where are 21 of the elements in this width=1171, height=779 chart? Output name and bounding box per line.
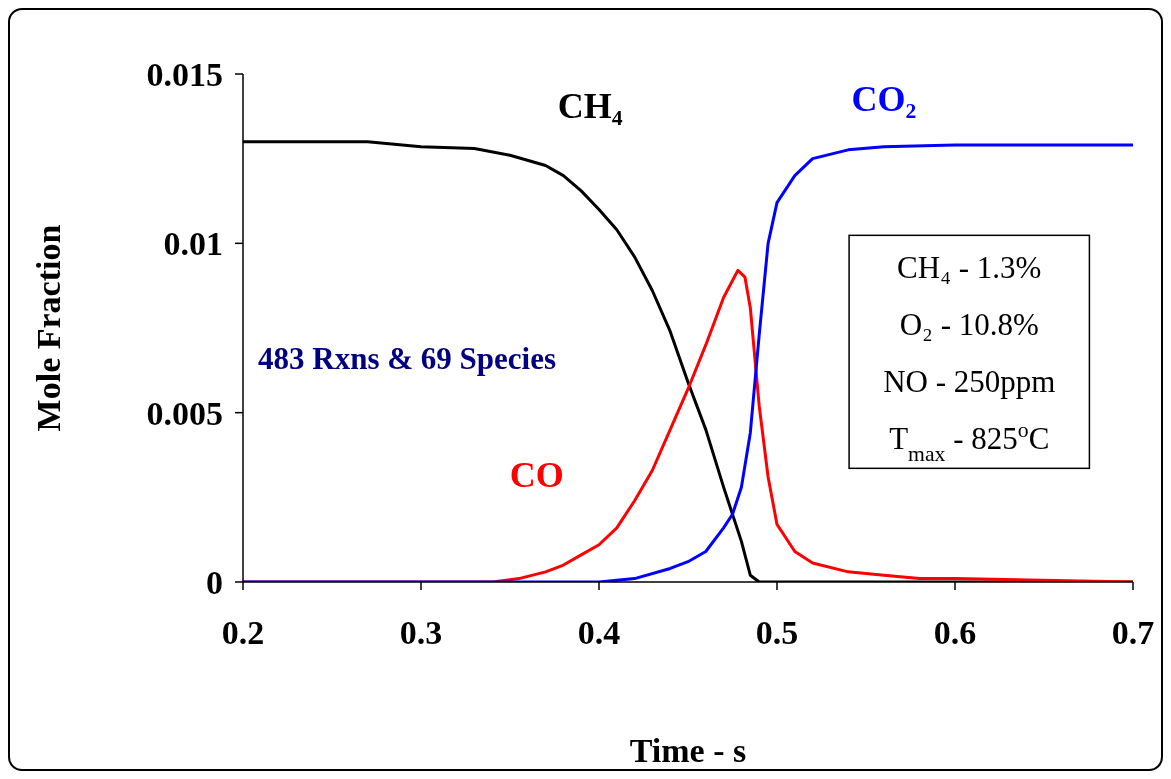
series-label: CH₄: [557, 86, 623, 127]
x-tick-label: 0.4: [577, 614, 621, 652]
y-tick-label: 0: [206, 564, 223, 602]
annotation: NO - 250ppm: [883, 364, 1056, 400]
y-tick-label: 0.015: [146, 56, 223, 94]
x-tick-label: 0.5: [755, 614, 799, 652]
x-tick-label: 0.6: [933, 614, 977, 652]
frame: 0.2 0.3 0.4 0.5 0.6 0.7 Time - s 0 0.005 0.01 0.015 Mole Fraction CH₄ CO CO₂ 483 Rxns & 69 Species CH₄ - 1.3% O₂ - 10.8% NO - 250ppm T$_{max}$ - 825$^{o}$C: [8, 8, 1163, 771]
x-tick-label: 0.7: [1111, 614, 1155, 652]
x-axis-title: Time - s: [629, 732, 747, 769]
y-axis-title: Mole Fraction: [30, 224, 68, 432]
x-tick-label: 0.2: [221, 614, 265, 652]
annotation: CH₄ - 1.3%: [897, 250, 1042, 286]
series-label: CO₂: [851, 79, 917, 120]
series-label: CO: [509, 455, 564, 496]
x-tick-label: 0.3: [399, 614, 443, 652]
y-tick-label: 0.01: [163, 225, 223, 263]
y-tick-label: 0.005: [146, 394, 223, 432]
annotation: 483 Rxns & 69 Species: [258, 340, 556, 376]
annotation: O₂ - 10.8%: [899, 307, 1039, 343]
annotation: T$_{max}$ - 825$^{o}$C: [889, 418, 1050, 467]
